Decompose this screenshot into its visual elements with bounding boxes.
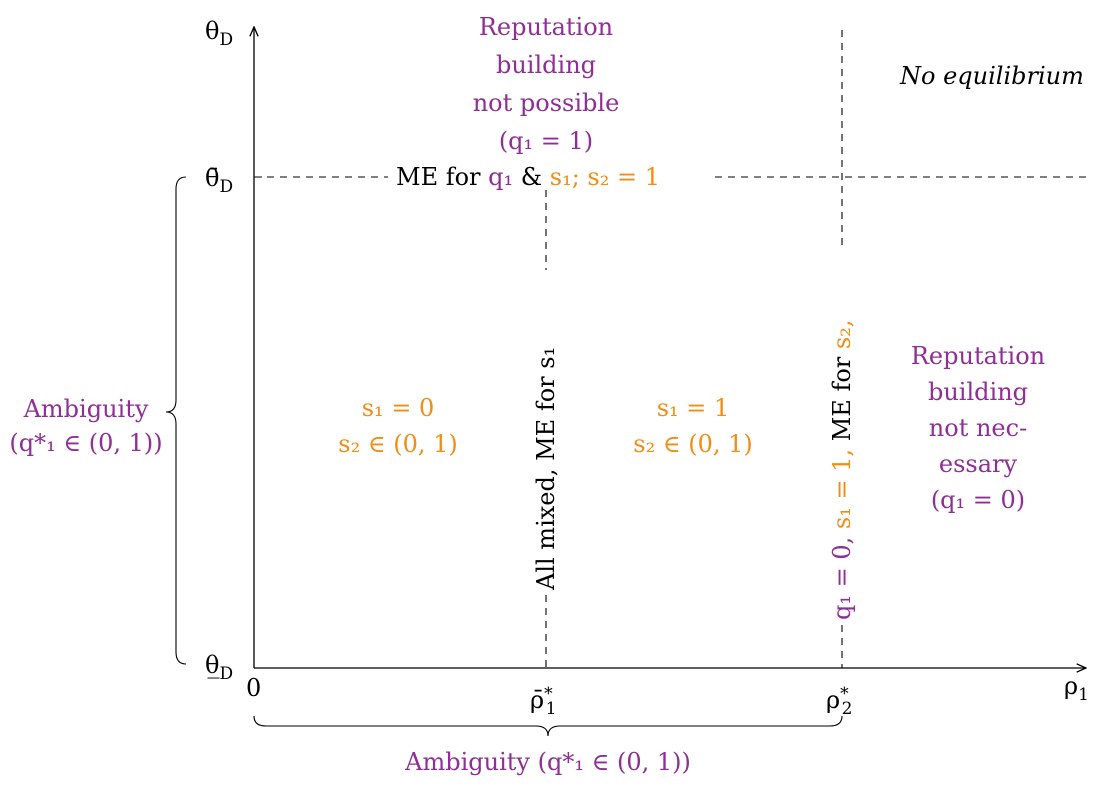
y-tick-upper: θ̄D [205, 164, 234, 197]
x-tick-rho1-star: ρ̄*1 [530, 684, 557, 719]
x-tick-rho2-star: ρ*2 [826, 684, 853, 719]
region-reputation-not-possible: Reputation building not possible (q₁ = 1… [472, 13, 620, 155]
left-brace-label: Ambiguity (q*₁ ∈ (0, 1)) [9, 395, 163, 457]
y-tick-lower: θ̲D [205, 651, 234, 684]
region-s1-one: s₁ = 1 s₂ ∈ (0, 1) [633, 394, 753, 458]
bottom-brace [253, 715, 843, 737]
left-brace [165, 176, 187, 665]
region-no-equilibrium: No equilibrium [900, 62, 1084, 90]
y-axis-label: θD [205, 17, 234, 50]
vertical-right-label: q₁ = 0, s₁ = 1, ME for s₂, [828, 319, 856, 620]
region-s1-zero: s₁ = 0 s₂ ∈ (0, 1) [338, 394, 458, 458]
vertical-middle-label: All mixed, ME for s₁ [532, 346, 560, 590]
x-tick-origin: 0 [246, 674, 262, 702]
region-reputation-not-necessary: Reputation building not nec- essary (q₁ … [910, 342, 1046, 514]
bottom-brace-label: Ambiguity (q*₁ ∈ (0, 1)) [405, 748, 691, 776]
horizontal-boundary-label: ME for q₁ & s₁; s₂ = 1 [396, 163, 660, 191]
x-axis-label: ρ1 [1064, 672, 1089, 705]
